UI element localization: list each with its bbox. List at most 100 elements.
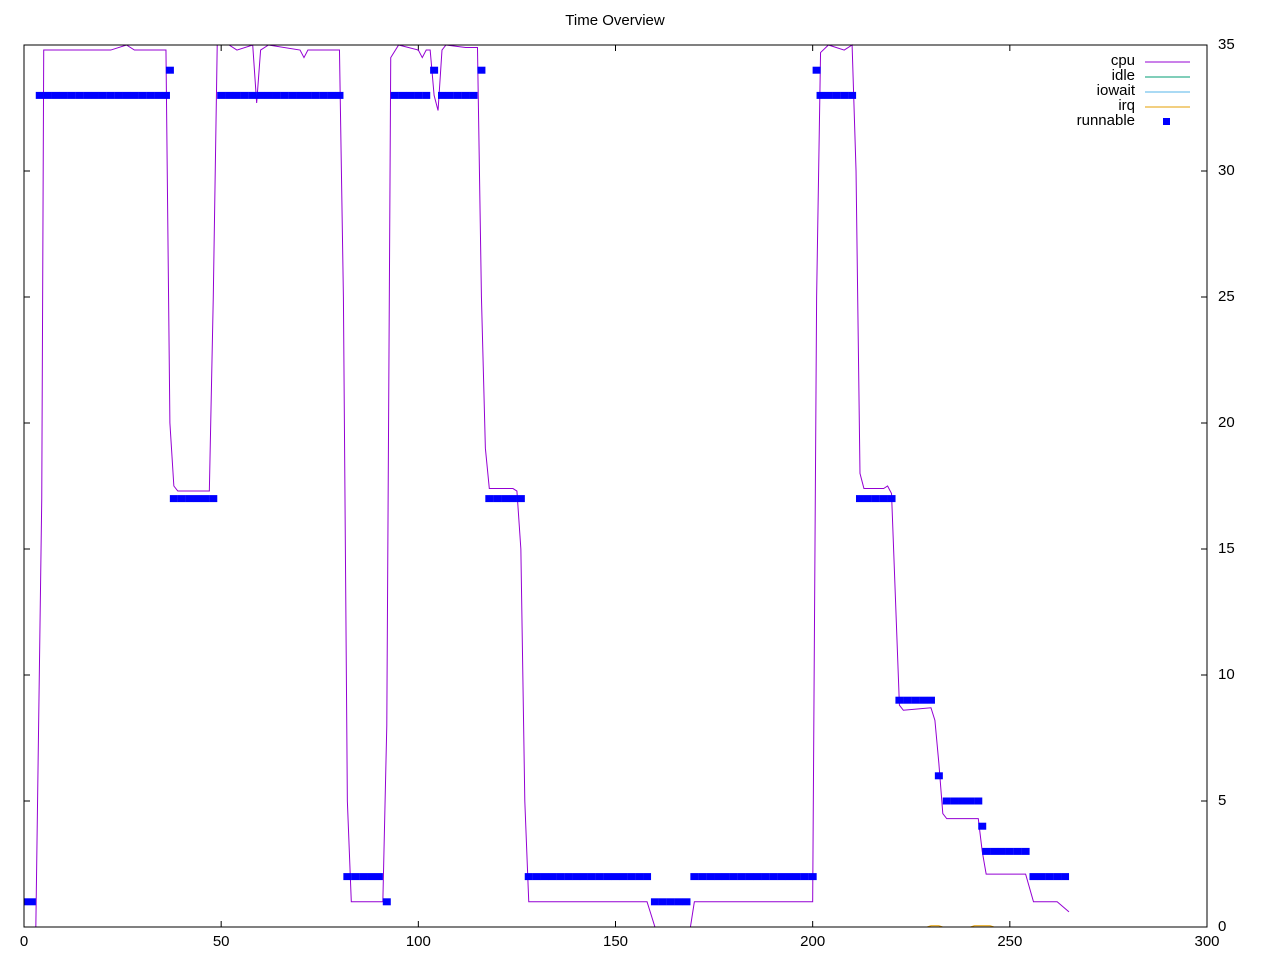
runnable-point bbox=[469, 91, 478, 99]
runnable-point bbox=[367, 873, 376, 881]
runnable-point bbox=[146, 91, 155, 99]
runnable-point bbox=[311, 91, 320, 99]
runnable-point bbox=[997, 847, 1006, 855]
y-tick-label: 0 bbox=[1218, 918, 1226, 935]
runnable-point bbox=[706, 873, 715, 881]
runnable-point bbox=[256, 91, 265, 99]
runnable-point bbox=[540, 873, 549, 881]
runnable-point bbox=[769, 873, 778, 881]
legend-label: cpu bbox=[1111, 52, 1135, 69]
x-tick-label: 100 bbox=[406, 933, 431, 950]
runnable-point bbox=[414, 91, 423, 99]
runnable-point bbox=[59, 91, 68, 99]
runnable-point bbox=[966, 797, 975, 805]
runnable-point bbox=[35, 91, 44, 99]
runnable-point bbox=[437, 91, 446, 99]
runnable-point bbox=[359, 873, 368, 881]
runnable-point bbox=[919, 696, 928, 704]
runnable-point bbox=[1053, 873, 1062, 881]
runnable-point bbox=[106, 91, 115, 99]
runnable-point bbox=[1045, 873, 1054, 881]
y-tick-label: 20 bbox=[1218, 414, 1235, 431]
runnable-point bbox=[619, 873, 628, 881]
runnable-point bbox=[942, 797, 951, 805]
x-tick-label: 200 bbox=[800, 933, 825, 950]
runnable-point bbox=[950, 797, 959, 805]
runnable-point bbox=[508, 495, 517, 503]
runnable-point bbox=[721, 873, 730, 881]
plot-frame bbox=[23, 44, 1208, 928]
runnable-point bbox=[248, 91, 257, 99]
runnable-point bbox=[430, 66, 439, 74]
runnable-point bbox=[572, 873, 581, 881]
runnable-point bbox=[493, 495, 502, 503]
runnable-point bbox=[1029, 873, 1038, 881]
runnable-point bbox=[264, 91, 273, 99]
runnable-point bbox=[1013, 847, 1022, 855]
x-tick-label: 250 bbox=[997, 933, 1022, 950]
runnable-point bbox=[926, 696, 935, 704]
runnable-point bbox=[225, 91, 234, 99]
runnable-point bbox=[232, 91, 241, 99]
runnable-point bbox=[808, 873, 817, 881]
runnable-point bbox=[161, 91, 170, 99]
runnable-point bbox=[272, 91, 281, 99]
runnable-point bbox=[792, 873, 801, 881]
runnable-point bbox=[832, 91, 841, 99]
runnable-point bbox=[658, 898, 667, 906]
y-tick-label: 35 bbox=[1218, 36, 1235, 53]
runnable-point bbox=[185, 495, 194, 503]
runnable-point bbox=[193, 495, 202, 503]
runnable-point bbox=[650, 898, 659, 906]
runnable-point bbox=[903, 696, 912, 704]
runnable-point bbox=[974, 797, 983, 805]
legend-label: runnable bbox=[1077, 112, 1135, 129]
runnable-point bbox=[1021, 847, 1030, 855]
runnable-point bbox=[165, 66, 174, 74]
x-tick-label: 150 bbox=[603, 933, 628, 950]
series-line bbox=[24, 44, 1070, 928]
runnable-point bbox=[848, 91, 857, 99]
runnable-point bbox=[579, 873, 588, 881]
runnable-point bbox=[564, 873, 573, 881]
runnable-point bbox=[43, 91, 52, 99]
runnable-point bbox=[75, 91, 84, 99]
runnable-point bbox=[303, 91, 312, 99]
runnable-point bbox=[240, 91, 249, 99]
runnable-point bbox=[863, 495, 872, 503]
runnable-point bbox=[627, 873, 636, 881]
runnable-point bbox=[398, 91, 407, 99]
runnable-point bbox=[501, 495, 510, 503]
runnable-point bbox=[911, 696, 920, 704]
legend-label: idle bbox=[1112, 67, 1135, 84]
runnable-point bbox=[217, 91, 226, 99]
y-tick-label: 30 bbox=[1218, 162, 1235, 179]
runnable-point bbox=[816, 91, 825, 99]
runnable-point bbox=[635, 873, 644, 881]
legend-marker bbox=[1163, 118, 1170, 125]
runnable-point bbox=[390, 91, 399, 99]
runnable-point bbox=[27, 898, 36, 906]
runnable-point bbox=[343, 873, 352, 881]
y-tick-label: 10 bbox=[1218, 666, 1235, 683]
runnable-point bbox=[611, 873, 620, 881]
runnable-point bbox=[745, 873, 754, 881]
runnable-point bbox=[824, 91, 833, 99]
runnable-point bbox=[327, 91, 336, 99]
runnable-point bbox=[934, 772, 943, 780]
runnable-point bbox=[516, 495, 525, 503]
runnable-point bbox=[209, 495, 218, 503]
legend-label: irq bbox=[1118, 97, 1135, 114]
runnable-point bbox=[840, 91, 849, 99]
runnable-point bbox=[524, 873, 533, 881]
x-tick-label: 50 bbox=[213, 933, 230, 950]
runnable-point bbox=[138, 91, 147, 99]
runnable-point bbox=[729, 873, 738, 881]
runnable-point bbox=[978, 822, 987, 830]
runnable-point bbox=[280, 91, 289, 99]
runnable-point bbox=[556, 873, 565, 881]
runnable-point bbox=[690, 873, 699, 881]
runnable-point bbox=[1037, 873, 1046, 881]
runnable-point bbox=[895, 696, 904, 704]
